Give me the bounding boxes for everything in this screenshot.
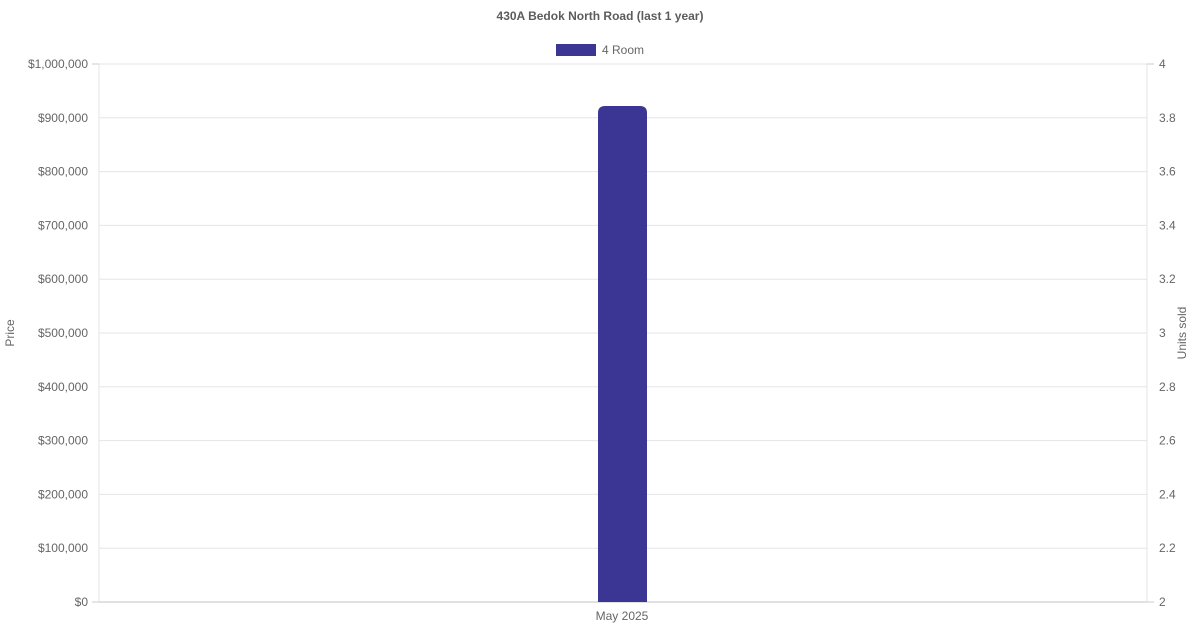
svg-text:Price: Price: [3, 319, 17, 347]
svg-text:3: 3: [1159, 326, 1166, 340]
svg-text:May 2025: May 2025: [596, 609, 649, 623]
svg-text:$900,000: $900,000: [38, 111, 88, 125]
svg-text:3.2: 3.2: [1159, 272, 1176, 286]
svg-text:$200,000: $200,000: [38, 487, 88, 501]
svg-text:$100,000: $100,000: [38, 541, 88, 555]
svg-text:2.6: 2.6: [1159, 434, 1176, 448]
svg-text:3.6: 3.6: [1159, 165, 1176, 179]
svg-text:$700,000: $700,000: [38, 218, 88, 232]
svg-text:2.2: 2.2: [1159, 541, 1176, 555]
svg-text:$500,000: $500,000: [38, 326, 88, 340]
svg-text:$0: $0: [75, 595, 89, 609]
svg-text:3.4: 3.4: [1159, 218, 1176, 232]
svg-text:$400,000: $400,000: [38, 380, 88, 394]
svg-text:4: 4: [1159, 57, 1166, 71]
svg-text:$1,000,000: $1,000,000: [28, 57, 88, 71]
svg-text:2: 2: [1159, 595, 1166, 609]
svg-text:2.8: 2.8: [1159, 380, 1176, 394]
svg-text:$600,000: $600,000: [38, 272, 88, 286]
svg-text:$300,000: $300,000: [38, 434, 88, 448]
svg-text:Units sold: Units sold: [1175, 307, 1189, 360]
svg-text:3.8: 3.8: [1159, 111, 1176, 125]
svg-text:$800,000: $800,000: [38, 165, 88, 179]
svg-text:2.4: 2.4: [1159, 487, 1176, 501]
